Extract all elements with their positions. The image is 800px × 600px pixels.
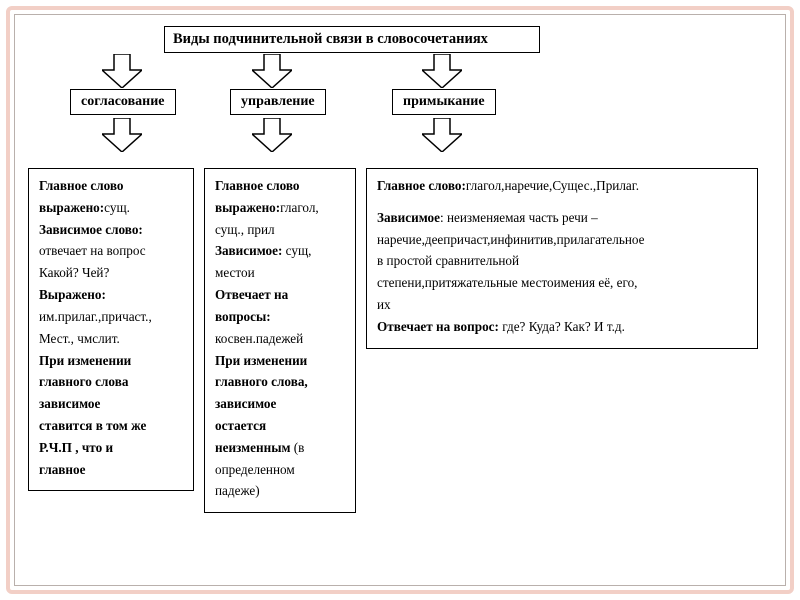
text-bold: главного слова, [215, 374, 308, 389]
text: им.прилаг.,причаст., [39, 308, 183, 326]
arrow-a-to-desc [102, 118, 142, 152]
text: Мест., чмслит. [39, 330, 183, 348]
text: (в [290, 440, 304, 455]
text: их [377, 296, 747, 314]
label-dependent: Зависимое слово: [39, 222, 143, 237]
text-bold: При изменении [215, 353, 307, 368]
text-bold: При изменении [39, 353, 131, 368]
category-upravlenie: управление [230, 89, 326, 115]
text-bold: неизменным [215, 440, 290, 455]
text: сущ., прил [215, 221, 345, 239]
category-primykanie: примыкание [392, 89, 496, 115]
label-answers-question: Отвечает на вопрос: [377, 319, 499, 334]
text: где? Куда? Как? И т.д. [499, 319, 625, 334]
text-bold: ставится в том же [39, 418, 146, 433]
text: косвен.падежей [215, 330, 345, 348]
label-expressed: выражено: [39, 200, 104, 215]
diagram-title: Виды подчинительной связи в словосочетан… [164, 26, 540, 53]
label-main-word: Главное слово: [377, 178, 466, 193]
text-bold: главное [39, 462, 85, 477]
category-soglasovanie: согласование [70, 89, 176, 115]
label-main-word: Главное слово [39, 178, 124, 193]
text-bold: зависимое [39, 396, 100, 411]
text: отвечает на вопрос [39, 242, 183, 260]
arrow-title-to-a [102, 54, 142, 88]
label-main-word: Главное слово [215, 178, 300, 193]
text: глагол,наречие,Сущес.,Прилаг. [466, 178, 639, 193]
label-dependent: Зависимое: [215, 243, 282, 258]
desc-upravlenie: Главное слово выражено:глагол, сущ., при… [204, 168, 356, 513]
text-bold: Р.Ч.П , что и [39, 440, 113, 455]
text-bold: главного слова [39, 374, 128, 389]
text: : неизменяемая часть речи – [440, 210, 598, 225]
text: определенном [215, 461, 345, 479]
diagram-content: Виды подчинительной связи в словосочетан… [22, 22, 778, 578]
desc-primykanie: Главное слово:глагол,наречие,Сущес.,Прил… [366, 168, 758, 349]
text: наречие,деепричаст,инфинитив,прилагатель… [377, 231, 747, 249]
text-bold: остается [215, 418, 266, 433]
label-dependent: Зависимое [377, 210, 440, 225]
arrow-b-to-desc [252, 118, 292, 152]
arrow-c-to-desc [422, 118, 462, 152]
text: Какой? Чей? [39, 264, 183, 282]
arrow-title-to-b [252, 54, 292, 88]
text: местои [215, 264, 345, 282]
text: падеже) [215, 482, 345, 500]
text: сущ. [104, 200, 130, 215]
text: степени,притяжательные местоимения её, е… [377, 274, 747, 292]
arrow-title-to-c [422, 54, 462, 88]
desc-soglasovanie: Главное слово выражено:сущ. Зависимое сл… [28, 168, 194, 491]
label-expressed: выражено: [215, 200, 280, 215]
text-bold: зависимое [215, 396, 276, 411]
text: в простой сравнительной [377, 252, 747, 270]
text: глагол, [280, 200, 319, 215]
label-answers: Отвечает на [215, 287, 288, 302]
text: сущ, [282, 243, 311, 258]
label-expressed-as: Выражено: [39, 287, 106, 302]
label-questions: вопросы: [215, 309, 271, 324]
